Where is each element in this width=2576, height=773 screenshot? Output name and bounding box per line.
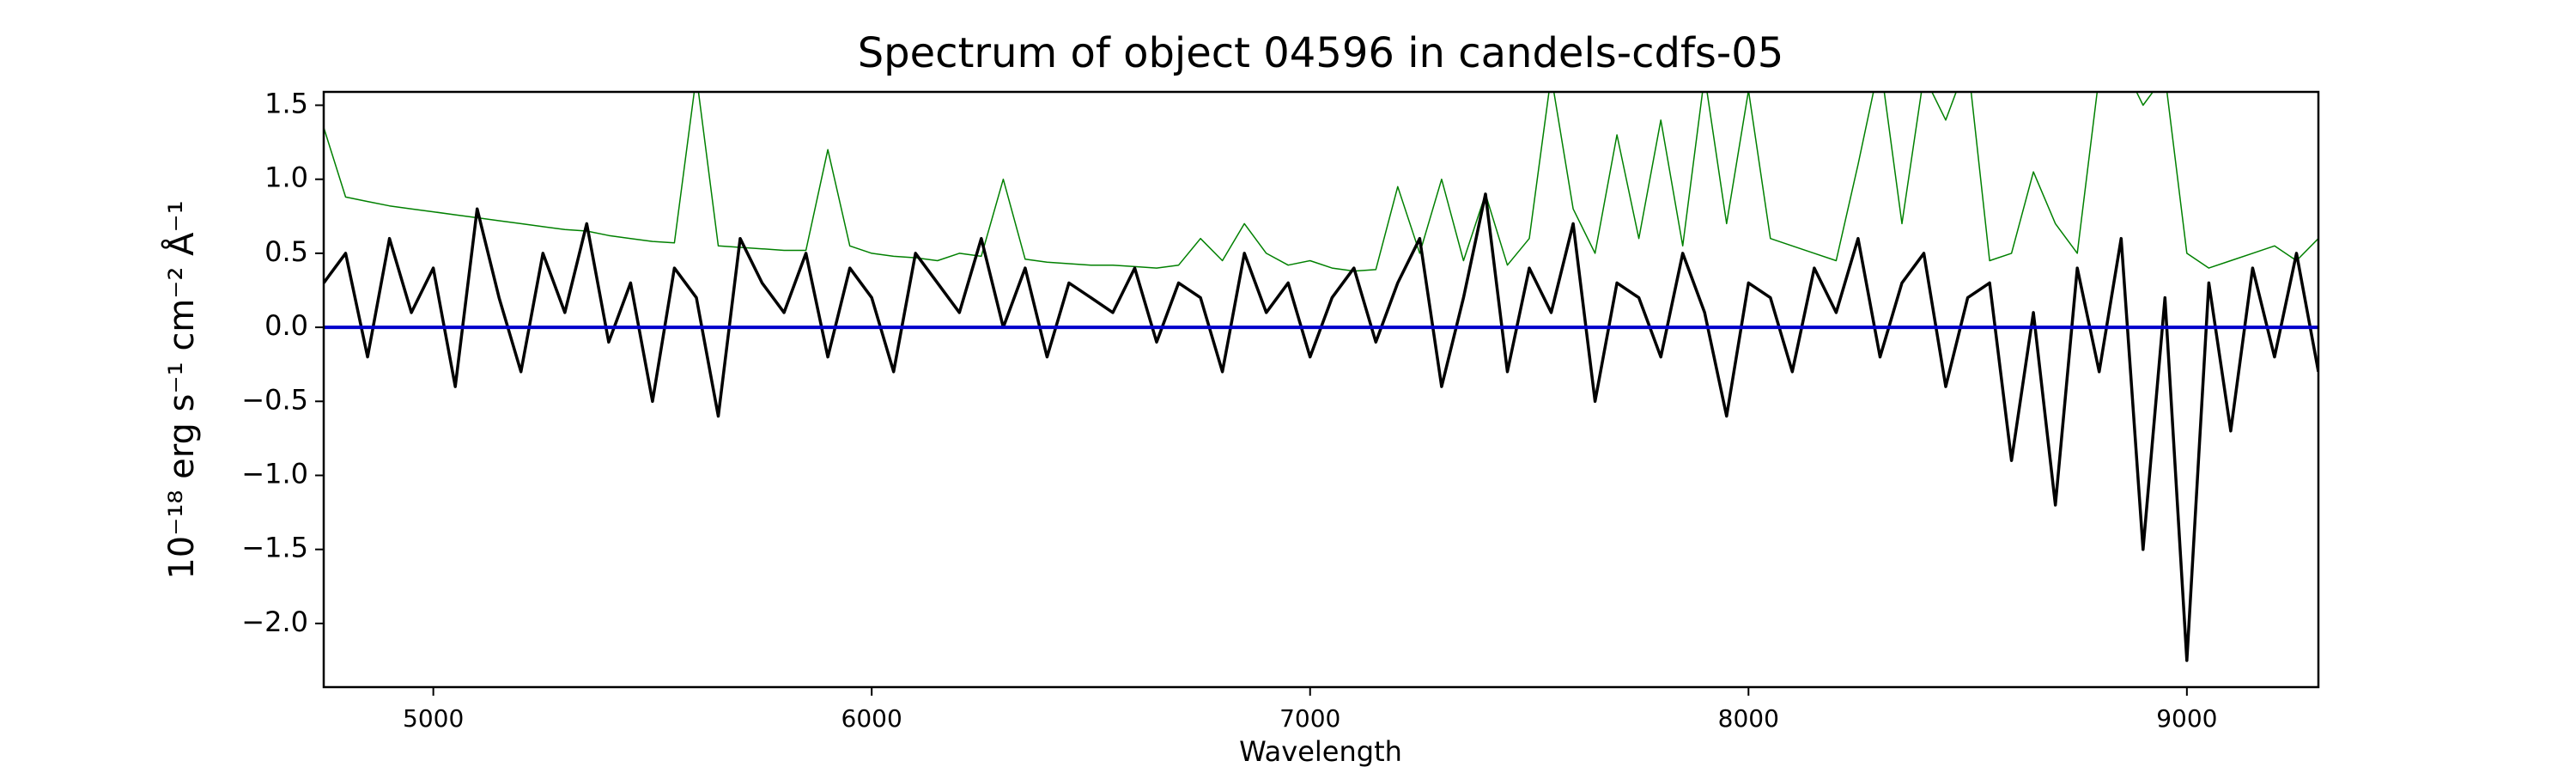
x-tick-label: 6000: [841, 704, 902, 733]
y-axis-label: 10⁻¹⁸ erg s⁻¹ cm⁻² Å⁻¹: [161, 200, 202, 579]
x-tick-label: 9000: [2156, 704, 2217, 733]
y-tick-label: 0.5: [264, 235, 308, 268]
plot-lines: [324, 92, 2318, 662]
y-tick-label: −2.0: [241, 606, 308, 638]
x-tick-label: 5000: [403, 704, 464, 733]
y-tick-label: 1.5: [264, 88, 308, 120]
y-tick-label: −1.0: [241, 457, 308, 490]
chart-title: Spectrum of object 04596 in candels-cdfs…: [858, 29, 1784, 77]
series-line: [324, 92, 2318, 272]
y-tick-label: −1.5: [241, 532, 308, 564]
x-tick-label: 8000: [1718, 704, 1779, 733]
x-tick-label: 7000: [1279, 704, 1340, 733]
plot-frame: [322, 90, 2320, 689]
y-tick-label: 1.0: [264, 161, 308, 194]
y-tick-label: −0.5: [241, 383, 308, 416]
x-axis-label: Wavelength: [1239, 735, 1402, 768]
y-tick-label: 0.0: [264, 309, 308, 342]
